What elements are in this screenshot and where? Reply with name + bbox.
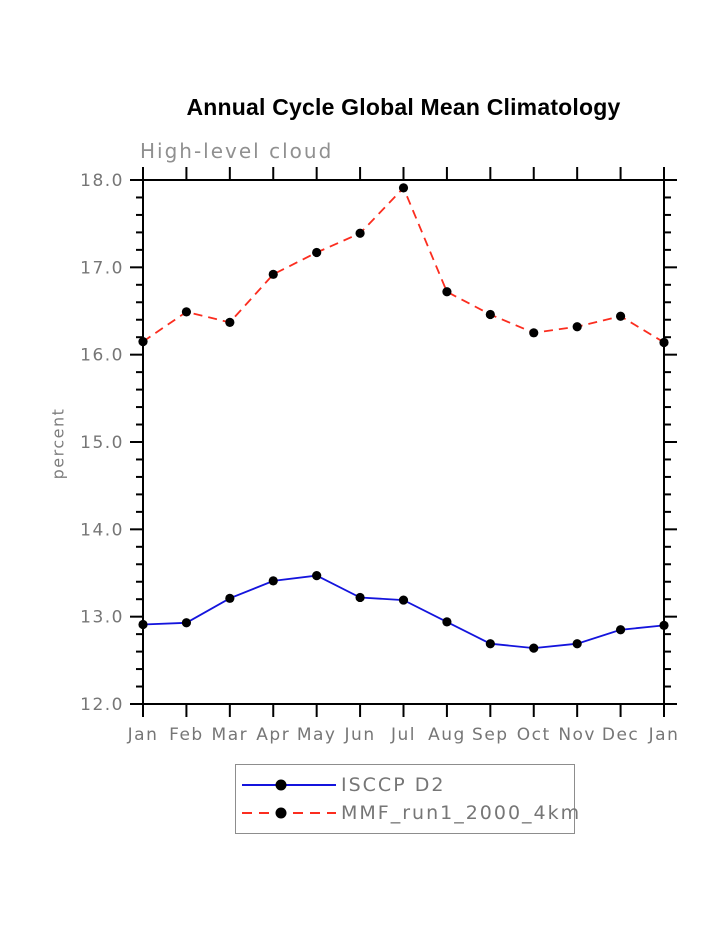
series-line-1	[142, 186, 665, 344]
data-point-marker	[442, 287, 452, 297]
chart-title: Annual Cycle Global Mean Climatology	[186, 94, 621, 120]
legend-line-sample-dashed	[242, 807, 336, 819]
x-tick-label: Jan	[648, 725, 680, 745]
legend: ISCCP D2 MMF_run1_2000_4km	[235, 764, 579, 834]
data-point-marker	[268, 269, 278, 279]
series-line-0	[142, 574, 665, 650]
legend-label-mmf: MMF_run1_2000_4km	[341, 801, 582, 824]
x-tick-label: Nov	[558, 725, 596, 745]
y-tick-label: 17.0	[80, 258, 124, 278]
x-tick-label: Dec	[602, 725, 639, 745]
data-point-marker	[485, 309, 495, 320]
data-point-marker	[615, 625, 626, 635]
data-point-marker	[485, 639, 495, 649]
x-tick-label: Oct	[517, 725, 551, 745]
x-tick-label: Jan	[127, 725, 159, 745]
data-point-marker	[355, 228, 365, 238]
x-tick-label: Mar	[212, 725, 249, 745]
y-tick-label: 12.0	[80, 695, 124, 715]
data-point-marker	[138, 336, 148, 347]
legend-marker-dot-icon	[275, 779, 287, 791]
data-point-marker	[268, 576, 278, 586]
x-tick-label: Jun	[344, 725, 376, 745]
x-tick-label: Jul	[390, 725, 416, 745]
data-point-marker	[398, 595, 409, 605]
data-point-marker	[181, 618, 192, 628]
data-point-marker	[138, 619, 148, 630]
x-tick-label: Apr	[256, 725, 290, 745]
x-tick-label: Aug	[428, 725, 466, 745]
y-tick-label: 18.0	[80, 171, 124, 191]
legend-marker-dot-icon	[275, 807, 287, 819]
data-point-marker	[659, 620, 669, 631]
data-point-marker	[312, 247, 322, 258]
data-point-marker	[529, 643, 539, 653]
x-tick-label: Feb	[169, 725, 204, 745]
legend-item-mmf: MMF_run1_2000_4km	[236, 799, 579, 827]
legend-line-sample-solid	[242, 779, 336, 791]
x-tick-label: Sep	[472, 725, 509, 745]
legend-label-isccp: ISCCP D2	[341, 773, 446, 796]
y-tick-label: 14.0	[80, 520, 124, 540]
legend-item-isccp: ISCCP D2	[236, 771, 574, 799]
x-tick-label: May	[297, 725, 337, 745]
data-point-marker	[572, 322, 582, 332]
data-point-marker	[312, 571, 322, 581]
y-tick-label: 13.0	[80, 608, 124, 628]
data-point-marker	[225, 593, 235, 603]
data-point-marker	[529, 328, 539, 338]
y-tick-label: 16.0	[80, 346, 124, 366]
data-point-marker	[659, 337, 669, 348]
axis-frame	[142, 179, 665, 705]
data-point-marker	[572, 639, 582, 649]
data-point-marker	[225, 317, 235, 327]
y-tick-label: 15.0	[80, 433, 124, 453]
data-point-marker	[615, 311, 626, 321]
chart-subtitle: High-level cloud	[140, 139, 334, 163]
data-point-marker	[355, 592, 365, 603]
data-point-marker	[181, 307, 192, 317]
data-point-marker	[442, 617, 452, 627]
data-point-marker	[398, 183, 409, 193]
